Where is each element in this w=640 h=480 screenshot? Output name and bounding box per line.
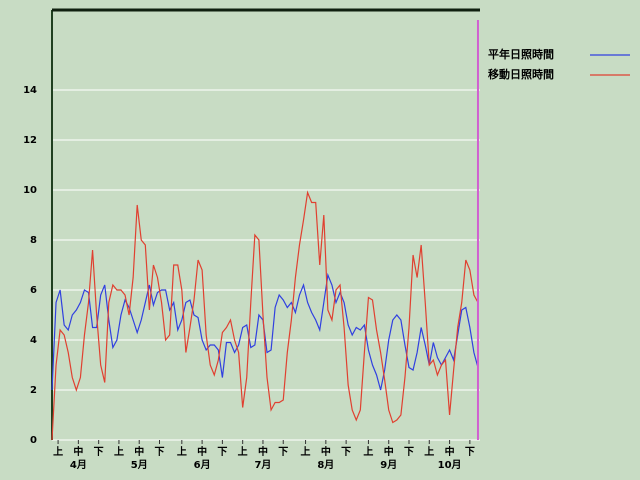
x-tick-label: 下 (465, 446, 475, 458)
y-tick-label: 10 (23, 185, 37, 196)
x-tick-label: 中 (321, 445, 331, 458)
x-tick-label: 下 (94, 446, 104, 458)
month-label: 8月 (317, 459, 334, 471)
y-tick-label: 4 (30, 335, 37, 346)
x-tick-label: 上 (177, 445, 187, 458)
month-label: 10月 (438, 459, 462, 471)
legend-label: 平年日照時間 (488, 47, 554, 61)
x-tick-label: 下 (404, 446, 414, 458)
x-tick-label: 下 (278, 446, 288, 458)
series-line (51, 190, 479, 441)
month-label: 9月 (380, 459, 397, 471)
y-tick-label: 0 (30, 435, 37, 446)
x-tick-label: 上 (53, 445, 63, 458)
x-tick-label: 中 (134, 445, 144, 458)
x-tick-label: 中 (73, 445, 83, 458)
month-label: 7月 (254, 459, 271, 471)
x-tick-label: 上 (424, 445, 434, 458)
legend-label: 移動日照時間 (488, 67, 554, 81)
month-label: 4月 (70, 459, 87, 471)
month-label: 5月 (131, 459, 148, 471)
x-tick-label: 下 (217, 446, 227, 458)
x-tick-label: 中 (384, 445, 394, 458)
y-tick-label: 12 (23, 135, 37, 146)
y-tick-label: 6 (30, 285, 37, 296)
x-tick-label: 中 (258, 445, 268, 458)
x-tick-label: 上 (114, 445, 124, 458)
x-tick-label: 上 (363, 445, 373, 458)
x-tick-label: 下 (341, 446, 351, 458)
x-tick-label: 上 (301, 445, 311, 458)
y-tick-label: 2 (30, 385, 37, 396)
month-label: 6月 (194, 459, 211, 471)
x-tick-label: 中 (197, 445, 207, 458)
x-tick-label: 上 (238, 445, 248, 458)
y-tick-label: 8 (30, 235, 37, 246)
x-tick-label: 下 (155, 446, 165, 458)
x-tick-label: 中 (445, 445, 455, 458)
y-tick-label: 14 (23, 85, 37, 96)
